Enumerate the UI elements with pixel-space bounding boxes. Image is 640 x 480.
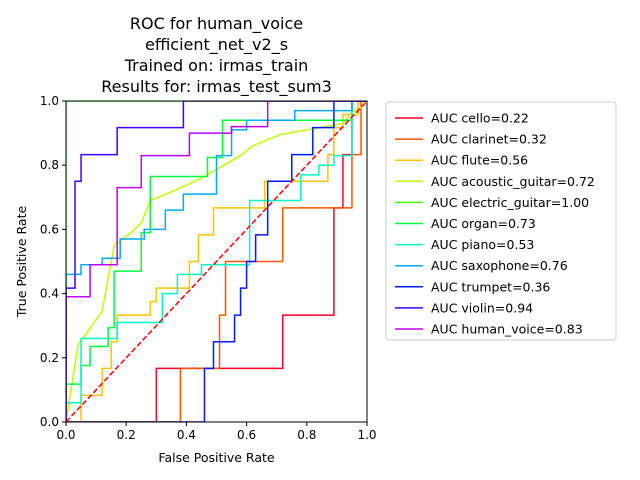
x-axis-label: False Positive Rate <box>158 450 274 465</box>
x-tick-label: 0.2 <box>117 428 136 442</box>
x-axis-ticks: 0.0 0.2 0.4 0.6 0.8 1.0 <box>56 422 377 442</box>
y-tick-label: 0.8 <box>40 158 59 172</box>
roc-line-10 <box>66 101 367 422</box>
legend-label-0: AUC cello=0.22 <box>431 111 529 126</box>
title-line-2: efficient_net_v2_s <box>145 35 288 55</box>
roc-curves <box>66 101 367 422</box>
y-tick-label: 1.0 <box>40 94 59 108</box>
roc-line-2 <box>66 101 367 422</box>
roc-line-9 <box>66 101 367 422</box>
legend-items: AUC cello=0.22 AUC clarinet=0.32 AUC flute… <box>395 111 595 337</box>
y-tick-label: 0.2 <box>40 351 59 365</box>
title-line-4: Results for: irmas_test_sum3 <box>101 77 332 97</box>
legend-label-2: AUC flute=0.56 <box>431 153 528 168</box>
title-line-1: ROC for human_voice <box>130 14 303 34</box>
legend-label-3: AUC acoustic_guitar=0.72 <box>431 174 595 189</box>
x-tick-label: 0.4 <box>177 428 196 442</box>
legend-label-5: AUC organ=0.73 <box>431 216 536 231</box>
legend-box <box>385 101 617 341</box>
y-tick-label: 0.0 <box>40 415 59 429</box>
x-tick-label: 0.8 <box>297 428 316 442</box>
roc-line-6 <box>66 101 367 422</box>
y-tick-label: 0.6 <box>40 222 59 236</box>
title-line-3: Trained on: irmas_train <box>124 56 309 76</box>
legend-label-9: AUC violin=0.94 <box>431 300 533 315</box>
legend-label-6: AUC piano=0.53 <box>431 237 534 252</box>
legend: AUC cello=0.22 AUC clarinet=0.32 AUC flute… <box>385 101 617 341</box>
legend-label-1: AUC clarinet=0.32 <box>431 132 547 147</box>
y-axis-ticks: 0.0 0.2 0.4 0.6 0.8 1.0 <box>40 94 66 429</box>
chance-diagonal <box>66 101 367 422</box>
x-tick-label: 0.6 <box>237 428 256 442</box>
legend-label-7: AUC saxophone=0.76 <box>431 258 568 273</box>
y-tick-label: 0.4 <box>40 287 59 301</box>
chart-title: ROC for human_voice efficient_net_v2_s T… <box>101 14 332 97</box>
x-tick-label: 1.0 <box>357 428 376 442</box>
x-tick-label: 0.0 <box>56 428 75 442</box>
legend-label-8: AUC trumpet=0.36 <box>431 279 550 294</box>
roc-line-3 <box>66 101 367 422</box>
roc-line-8 <box>66 101 367 422</box>
legend-label-4: AUC electric_guitar=1.00 <box>431 195 589 210</box>
plot-frame <box>65 100 368 423</box>
legend-label-10: AUC human_voice=0.83 <box>431 322 583 337</box>
y-axis-label: True Positive Rate <box>14 206 29 319</box>
